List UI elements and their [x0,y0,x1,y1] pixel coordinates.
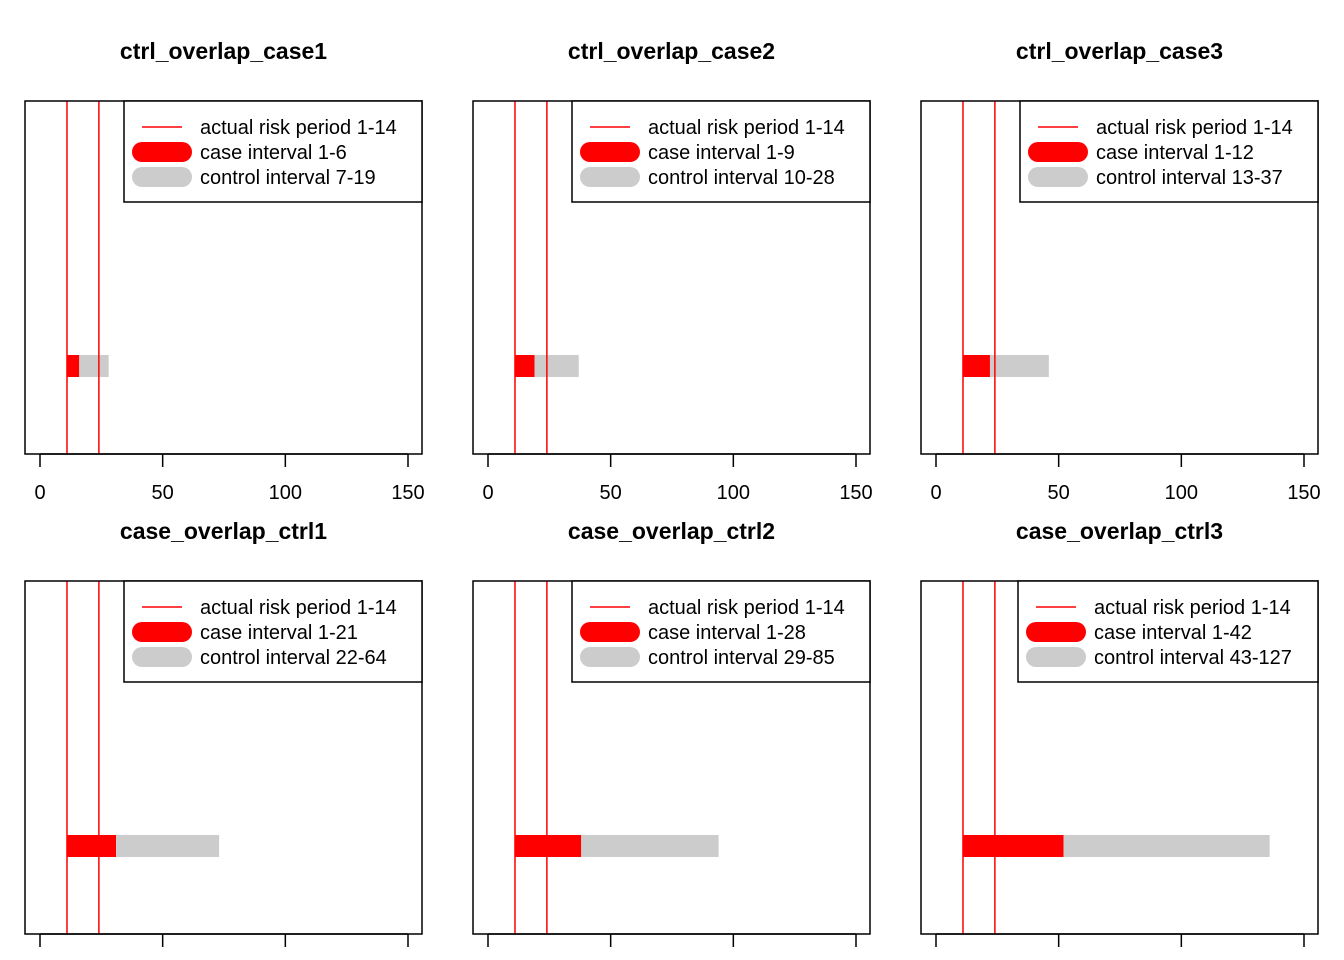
legend-label: case interval 1-12 [1096,142,1254,164]
x-tick-label: 0 [930,482,941,504]
chart-panel-3: ctrl_overlap_case3 0 50 100 150 actual risk p… [920,38,1321,504]
legend-label: control interval 29-85 [648,647,835,669]
x-tick-label: 100 [717,482,750,504]
chart-title: case_overlap_ctrl3 [1016,518,1223,544]
chart-panel-2: ctrl_overlap_case2 0 50 100 150 actual risk p… [472,38,873,504]
x-tick-label: 150 [1287,482,1320,504]
legend-label: actual risk period 1-14 [648,117,845,139]
x-tick-label: 50 [152,482,174,504]
legend-label: control interval 43-127 [1094,647,1292,669]
x-tick-label: 0 [482,482,493,504]
legend-label: actual risk period 1-14 [200,117,397,139]
case-interval-bar [514,355,535,377]
control-interval-bar [581,835,719,857]
legend: actual risk period 1-14 case interval 1-4… [1017,580,1319,683]
legend-label: case interval 1-21 [200,622,358,644]
x-tick-label: 150 [391,482,424,504]
x-tick-label: 50 [1048,482,1070,504]
legend-label: control interval 13-37 [1096,167,1283,189]
legend: actual risk period 1-14 case interval 1-1… [1019,100,1319,203]
chart-title: ctrl_overlap_case2 [568,38,775,64]
chart-title: ctrl_overlap_case3 [1016,38,1223,64]
control-interval-bar [534,355,579,377]
legend-label: case interval 1-28 [648,622,806,644]
case-interval-bar [66,835,117,857]
chart-title: ctrl_overlap_case1 [120,38,327,64]
control-interval-bar [1063,835,1270,857]
legend-label: control interval 7-19 [200,167,376,189]
legend-label: control interval 10-28 [648,167,835,189]
legend-label: actual risk period 1-14 [200,597,397,619]
legend-label: case interval 1-6 [200,142,347,164]
legend: actual risk period 1-14 case interval 1-6… [123,100,423,203]
case-interval-bar [962,835,1064,857]
legend: actual risk period 1-14 case interval 1-2… [571,580,871,683]
x-tick-label: 50 [600,482,622,504]
chart-title: case_overlap_ctrl2 [568,518,775,544]
control-interval-bar [79,355,109,377]
chart-title: case_overlap_ctrl1 [120,518,327,544]
legend-label: actual risk period 1-14 [648,597,845,619]
x-tick-label: 100 [269,482,302,504]
x-tick-label: 100 [1165,482,1198,504]
case-interval-bar [514,835,582,857]
control-interval-bar [989,355,1049,377]
legend-label: case interval 1-42 [1094,622,1252,644]
legend-label: actual risk period 1-14 [1096,117,1293,139]
x-tick-label: 0 [34,482,45,504]
legend: actual risk period 1-14 case interval 1-2… [123,580,423,683]
case-interval-bar [66,355,80,377]
legend-label: control interval 22-64 [200,647,387,669]
legend-label: case interval 1-9 [648,142,795,164]
legend-label: actual risk period 1-14 [1094,597,1291,619]
case-interval-bar [962,355,990,377]
x-tick-label: 150 [839,482,872,504]
legend: actual risk period 1-14 case interval 1-9… [571,100,871,203]
control-interval-bar [116,835,220,857]
chart-panel-1: ctrl_overlap_case1 0 50 100 150 actual risk p… [24,38,425,504]
